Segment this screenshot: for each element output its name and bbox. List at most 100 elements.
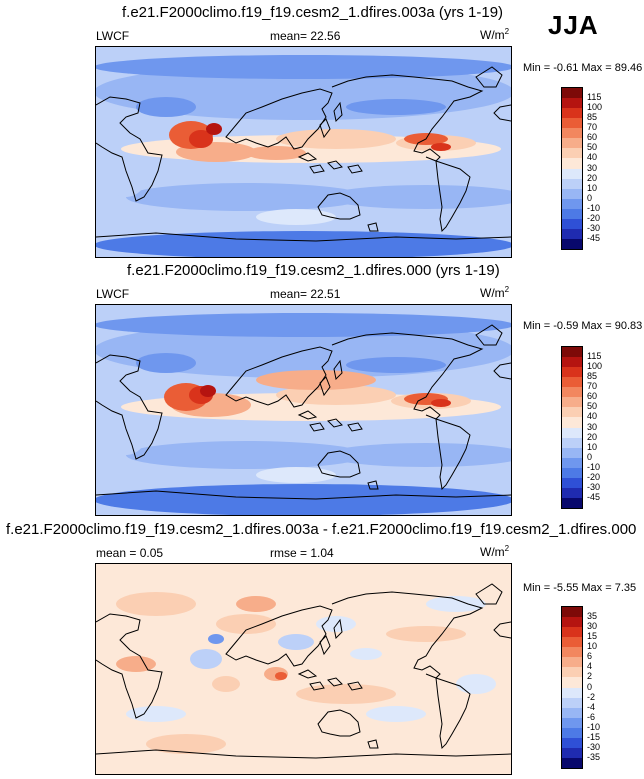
colorbar-swatch [562,228,582,239]
colorbar-swatch [562,607,582,618]
colorbar-swatch [562,687,582,698]
colorbar-swatch [562,487,582,498]
contour-region-19 [106,415,146,455]
colorbar-label: -10 [587,461,601,472]
coastline-12 [475,324,503,346]
coastline-5 [317,192,361,220]
colorbar-swatch [562,637,582,648]
contour-region-15 [256,370,376,390]
panel-2-mean-label: mean= 22.51 [270,287,341,301]
panel-1-units: W/m2 [480,27,510,42]
coastline-13 [367,222,379,232]
contour-region-4 [326,185,511,209]
colorbar-label: 30 [587,162,598,173]
coastline-5 [317,450,361,478]
coastline-2 [493,104,511,122]
colorbar-label: 70 [587,122,598,133]
colorbar-swatch [562,747,582,758]
coastline-11 [333,101,343,123]
colorbar-swatch [562,437,582,448]
coastline-13 [367,480,379,490]
colorbar-swatch [562,128,582,139]
season-label: JJA [548,10,599,40]
colorbar-swatch [562,697,582,708]
contour-region-18 [456,674,496,694]
colorbar-label: -10 [587,721,601,732]
colorbar-swatch [562,757,582,768]
colorbar-swatch [562,427,582,438]
colorbar-swatch [562,158,582,169]
coastline-4 [435,418,471,491]
coastline-7 [309,422,325,432]
coastline-11 [333,618,343,640]
contour-region-15 [236,596,276,612]
colorbar-swatch [562,347,582,358]
coastline-10 [319,376,331,397]
colorbar-label: -30 [587,741,601,752]
colorbar-label: 35 [587,611,598,622]
colorbar-swatch [562,138,582,149]
contour-region-11 [366,706,426,722]
coastline-8 [327,418,343,428]
panel-2-colorbar [561,346,583,509]
colorbar-label: 15 [587,631,598,642]
coastline-12 [475,583,503,605]
colorbar-swatch [562,627,582,638]
colorbar-swatch [562,737,582,748]
contour-region-10 [316,616,356,632]
colorbar-swatch [562,357,582,368]
panel-2-min-max: Min = -0.59 Max = 90.83 [523,320,643,332]
colorbar-swatch [562,647,582,658]
colorbar-swatch [562,148,582,159]
coastline-3 [331,591,484,679]
panel-3-title: f.e21.F2000climo.f19_f19.cesm2_1.dfires.… [6,521,637,538]
contour-region-12 [200,385,216,397]
colorbar-label: -15 [587,731,601,742]
colorbar-swatch [562,667,582,678]
colorbar-swatch [562,707,582,718]
coastline-4 [435,160,471,233]
colorbar-swatch [562,367,582,378]
coastline-1 [96,613,163,719]
contour-region-16 [136,353,196,373]
coastline-6 [297,669,318,679]
coastline-5 [317,709,361,737]
colorbar-label: -4 [587,701,596,712]
panel-1-title: f.e21.F2000climo.f19_f19.cesm2_1.dfires.… [122,4,504,21]
colorbar-label: 4 [587,661,593,672]
colorbar-label: 10 [587,441,598,452]
contour-region-2 [216,614,276,634]
colorbar-label: 115 [587,92,602,103]
coastline-10 [319,118,331,139]
coastline-14 [96,232,511,242]
panel-1-map [95,46,512,258]
colorbar-swatch [562,218,582,229]
contour-region-18 [256,209,336,225]
map-canvas [96,564,511,774]
colorbar-swatch [562,617,582,628]
coastline-13 [367,739,379,749]
colorbar-label: 50 [587,142,598,153]
coastline-6 [297,410,318,420]
contour-region-12 [206,123,222,135]
panel-3-mean-label: mean = 0.05 [96,546,164,560]
colorbar-swatch [562,497,582,508]
colorbar-label: 60 [587,132,598,143]
colorbar-swatch [562,457,582,468]
colorbar-label: 0 [587,681,593,692]
contour-region-5 [190,649,222,669]
coastline-7 [309,164,325,174]
colorbar-label: 50 [587,401,598,412]
coastline-2 [493,621,511,639]
colorbar-label: -10 [587,202,601,213]
coastline-7 [309,681,325,691]
contour-region-6 [96,313,511,337]
contour-region-4 [386,626,466,642]
contour-region-14 [426,596,486,612]
panel-1-min-max: Min = -0.61 Max = 89.46 [523,62,643,74]
contour-region-1 [116,592,196,616]
contour-region-17 [346,357,446,373]
coastline-3 [331,74,484,162]
contour-region-4 [326,443,511,467]
contour-region-17 [346,99,446,115]
